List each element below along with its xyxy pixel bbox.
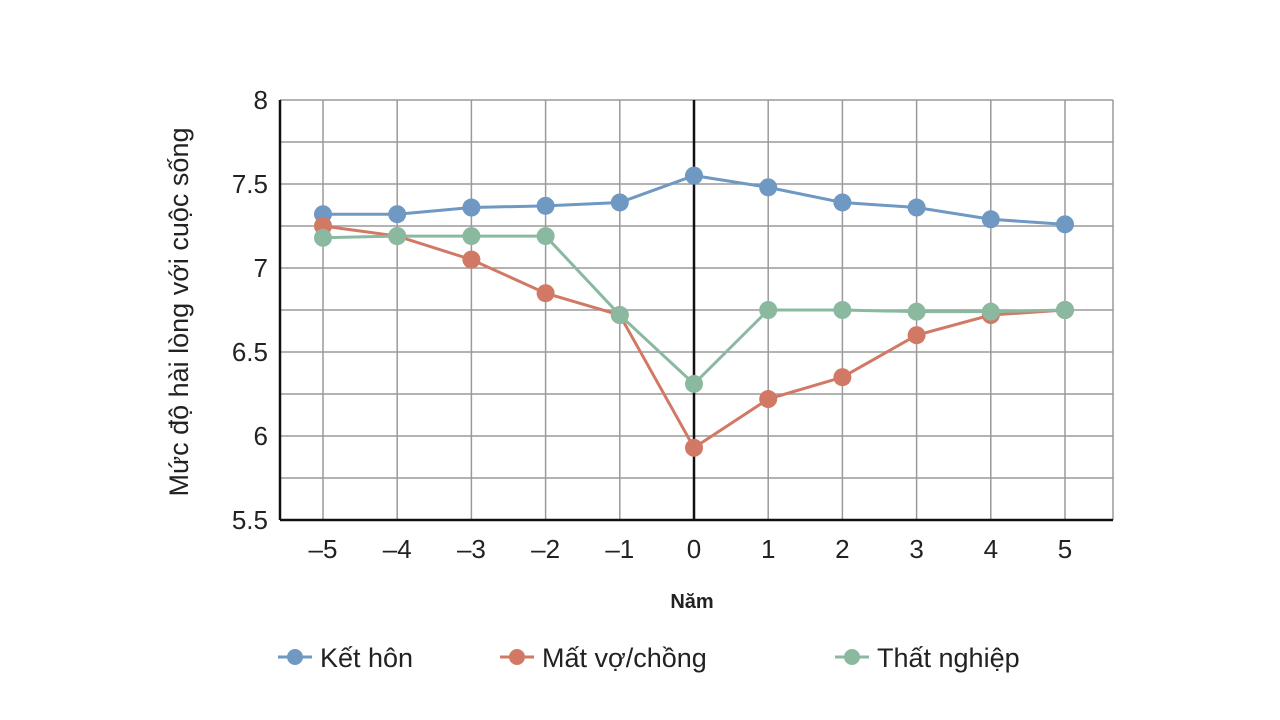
data-point — [759, 390, 778, 409]
x-tick-label: –1 — [605, 534, 634, 564]
series-group — [314, 166, 1074, 457]
y-tick-label: 5.5 — [232, 505, 268, 535]
data-point — [610, 193, 629, 212]
data-point — [1056, 215, 1074, 234]
series-3 — [314, 227, 1074, 393]
data-point — [907, 302, 926, 321]
x-tick-label: 5 — [1058, 534, 1072, 564]
y-tick-label: 8 — [254, 85, 268, 115]
legend-item: Thất nghiệp — [835, 643, 1020, 673]
y-tick-label: 6 — [254, 421, 268, 451]
data-point — [833, 301, 852, 319]
legend-item: Mất vợ/chồng — [500, 643, 707, 673]
legend: Kết hôn Mất vợ/chồng Thất nghiệp — [278, 643, 1020, 673]
data-point — [536, 227, 555, 246]
x-tick-label: 3 — [909, 534, 923, 564]
data-point — [536, 196, 555, 215]
data-point — [759, 178, 778, 197]
legend-marker — [287, 649, 303, 665]
legend-marker — [509, 649, 525, 665]
x-tick-label: 2 — [835, 534, 849, 564]
data-point — [462, 250, 481, 269]
data-point — [759, 301, 778, 319]
x-tick-label: 4 — [984, 534, 998, 564]
data-point — [833, 193, 852, 212]
data-point — [685, 166, 703, 185]
y-tick-label: 7 — [254, 253, 268, 283]
data-point — [981, 302, 1000, 321]
x-tick-label: 0 — [687, 534, 701, 564]
legend-label: Kết hôn — [320, 643, 413, 673]
y-tick-label: 6.5 — [232, 337, 268, 367]
y-axis-label: Mức độ hài lòng với cuộc sống — [164, 128, 194, 497]
tick-labels: 5.5 6 6.5 7 7.5 8 –5 –4 –3 –2 –1 0 1 2 3 4 5 — [232, 85, 1072, 564]
data-point — [907, 198, 926, 217]
data-point — [685, 374, 703, 393]
data-point — [536, 284, 555, 303]
data-point — [833, 368, 852, 387]
legend-marker — [844, 649, 860, 665]
x-tick-label: –2 — [531, 534, 560, 564]
legend-label: Mất vợ/chồng — [542, 643, 707, 673]
data-point — [610, 306, 629, 325]
data-point — [907, 326, 926, 345]
data-point — [981, 210, 1000, 229]
data-point — [314, 228, 332, 247]
x-axis-label: Năm — [670, 591, 713, 613]
data-point — [1056, 301, 1074, 319]
data-point — [685, 438, 703, 457]
x-tick-label: 1 — [761, 534, 775, 564]
data-point — [388, 205, 407, 224]
data-point — [462, 198, 481, 217]
legend-item: Kết hôn — [278, 643, 413, 673]
series-1 — [314, 166, 1074, 234]
legend-label: Thất nghiệp — [877, 643, 1020, 673]
x-tick-label: –3 — [457, 534, 486, 564]
x-tick-label: –4 — [383, 534, 412, 564]
data-point — [462, 227, 481, 246]
x-tick-label: –5 — [309, 534, 338, 564]
y-tick-label: 7.5 — [232, 169, 268, 199]
data-point — [388, 227, 407, 246]
